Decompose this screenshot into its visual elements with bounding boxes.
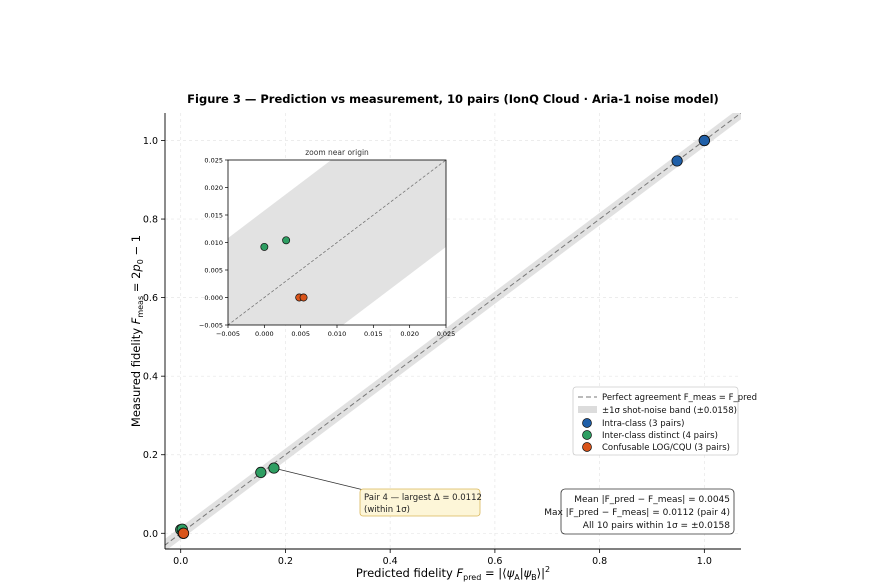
x-tick-label: 0.2: [278, 556, 293, 567]
inset-y-tick-label: 0.020: [204, 184, 223, 192]
y-tick-label: 0.6: [143, 293, 158, 304]
y-tick-label: 0.0: [143, 529, 158, 540]
legend-intra-marker: [582, 418, 592, 428]
legend-ref-label: Perfect agreement F_meas = F_pred: [602, 393, 757, 403]
legend-inter-label: Inter-class distinct (4 pairs): [602, 431, 718, 441]
inset-x-tick-label: 0.015: [364, 330, 383, 338]
x-tick-label: 0.8: [592, 556, 607, 567]
data-point: [671, 155, 683, 167]
x-axis-label: Predicted fidelity Fpred = |⟨ψA|ψB⟩|2: [356, 565, 550, 582]
stats-line-3: All 10 pairs within 1σ = ±0.0158: [583, 521, 730, 531]
annotation-line-1: Pair 4 — largest Δ = 0.0112: [364, 493, 482, 503]
x-tick-label: 0.6: [487, 556, 502, 567]
legend-band-swatch: [578, 406, 597, 413]
inset-tick-labels: −0.005 0.000 0.005 0.010 0.015 0.020 0.025 −0.0…: [199, 157, 455, 339]
legend-intra-label: Intra-class (3 pairs): [602, 419, 684, 429]
x-tick-label: 0.4: [383, 556, 398, 567]
data-point: [698, 134, 710, 147]
chart-title: Figure 3 — Prediction vs measurement, 10…: [187, 92, 719, 106]
main-scatter-points: [175, 134, 710, 539]
inset-zoom: zoom near origin −0.005 0.000 0.005 0.010 0.…: [199, 148, 455, 339]
data-point: [177, 527, 190, 539]
inset-y-tick-label: 0.015: [204, 212, 223, 220]
main-gridlines: [165, 113, 741, 549]
y-tick-label: 0.4: [143, 372, 158, 383]
stats-box: Mean |F_pred − F_meas| = 0.0045 Max |F_p…: [544, 488, 735, 535]
inset-x-tick-label: −0.005: [216, 330, 240, 338]
y-tick-label: 0.2: [143, 450, 158, 461]
y-axis-label: Measured fidelity Fmeas = 2p0 − 1: [129, 235, 145, 427]
inset-y-tick-label: 0.005: [204, 267, 223, 275]
pair4-annotation: Pair 4 — largest Δ = 0.0112 (within 1σ): [359, 488, 482, 517]
inset-x-tick-label: 0.005: [291, 330, 310, 338]
legend-confusable-marker: [582, 442, 592, 452]
data-point: [268, 462, 280, 474]
inset-perfect-agreement-line: [228, 160, 446, 325]
x-tick-label: 1.0: [697, 556, 712, 567]
inset-x-tick-label: 0.025: [437, 330, 456, 338]
inset-scatter-points: [260, 236, 308, 302]
x-tick-label: 0.0: [173, 556, 188, 567]
stats-line-1: Mean |F_pred − F_meas| = 0.0045: [574, 495, 730, 505]
annotation-line-2: (within 1σ): [364, 505, 410, 515]
inset-y-tick-label: 0.025: [204, 157, 223, 165]
legend-band-label: ±1σ shot-noise band (±0.0158): [602, 406, 737, 416]
inset-title: zoom near origin: [305, 148, 369, 157]
inset-x-tick-label: 0.020: [400, 330, 419, 338]
inset-data-point: [282, 236, 291, 245]
inset-data-point: [299, 293, 308, 302]
legend-confusable-label: Confusable LOG/CQU (3 pairs): [602, 443, 730, 453]
inset-y-tick-label: 0.000: [204, 294, 223, 302]
y-tick-label: 1.0: [143, 136, 158, 147]
inset-x-tick-label: 0.010: [328, 330, 347, 338]
perfect-agreement-line: [165, 113, 741, 546]
shot-noise-band: [165, 113, 741, 549]
legend-inter-marker: [582, 430, 592, 440]
inset-x-tick-label: 0.000: [255, 330, 274, 338]
inset-y-tick-label: −0.005: [199, 322, 223, 330]
stats-line-2: Max |F_pred − F_meas| = 0.0112 (pair 4): [544, 508, 730, 518]
y-tick-label: 0.8: [143, 215, 158, 226]
main-tick-labels: 0.0 0.2 0.4 0.6 0.8 1.0 0.0 0.2 0.4 0.6 0.8 1.0: [143, 136, 712, 567]
data-point: [255, 466, 267, 479]
annotation-leader-line: [273, 467, 373, 493]
legend: Perfect agreement F_meas = F_pred ±1σ sh…: [572, 386, 757, 456]
inset-data-point: [260, 242, 269, 251]
inset-y-tick-label: 0.010: [204, 239, 223, 247]
